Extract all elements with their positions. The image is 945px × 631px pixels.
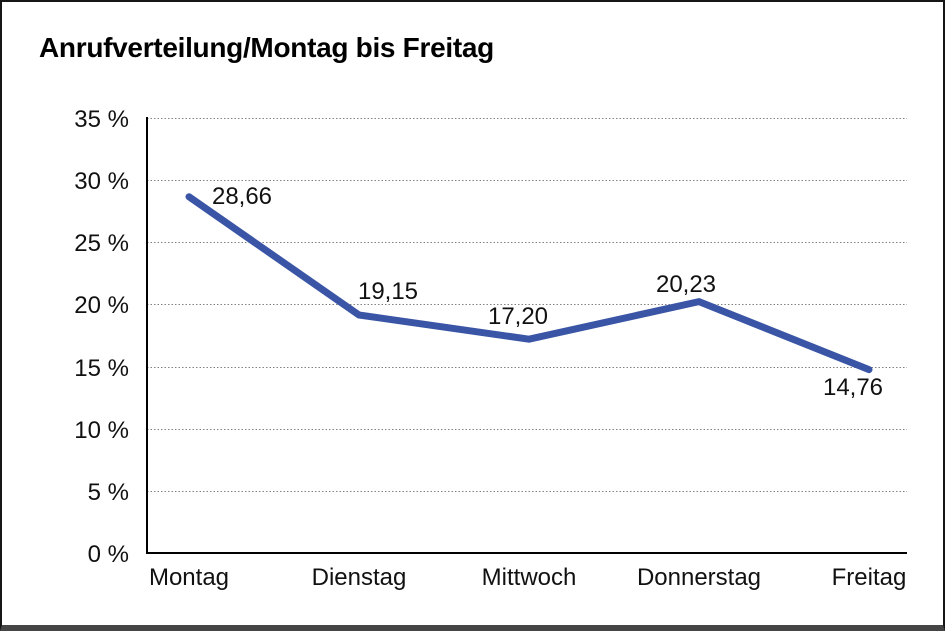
y-tick-label: 15 % <box>74 355 129 382</box>
data-point-label: 28,66 <box>211 183 273 210</box>
y-tick-label: 20 % <box>74 292 129 319</box>
y-tick-label: 35 % <box>74 106 129 133</box>
y-tick-label: 10 % <box>74 417 129 444</box>
data-point-label: 14,76 <box>822 374 884 401</box>
y-tick-label: 5 % <box>87 479 129 506</box>
chart-title: Anrufverteilung/Montag bis Freitag <box>39 32 494 63</box>
x-tick-label: Donnerstag <box>636 564 762 591</box>
x-tick-label: Montag <box>148 564 230 591</box>
x-tick-label: Mittwoch <box>481 564 577 591</box>
data-point-label: 19,15 <box>357 278 419 305</box>
x-tick-label: Freitag <box>831 564 907 591</box>
y-tick-label: 30 % <box>74 168 129 195</box>
x-tick-label: Dienstag <box>311 564 407 591</box>
data-series-line <box>185 193 873 374</box>
y-tick-label: 25 % <box>74 230 129 257</box>
y-tick-label: 0 % <box>87 541 129 568</box>
data-point-label: 17,20 <box>487 303 549 330</box>
data-point-label: 20,23 <box>655 271 717 298</box>
